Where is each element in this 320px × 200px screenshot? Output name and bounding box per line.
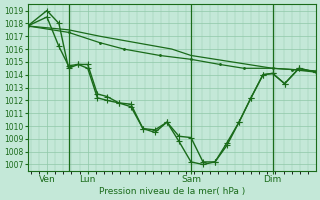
X-axis label: Pression niveau de la mer( hPa ): Pression niveau de la mer( hPa ): [99, 187, 245, 196]
